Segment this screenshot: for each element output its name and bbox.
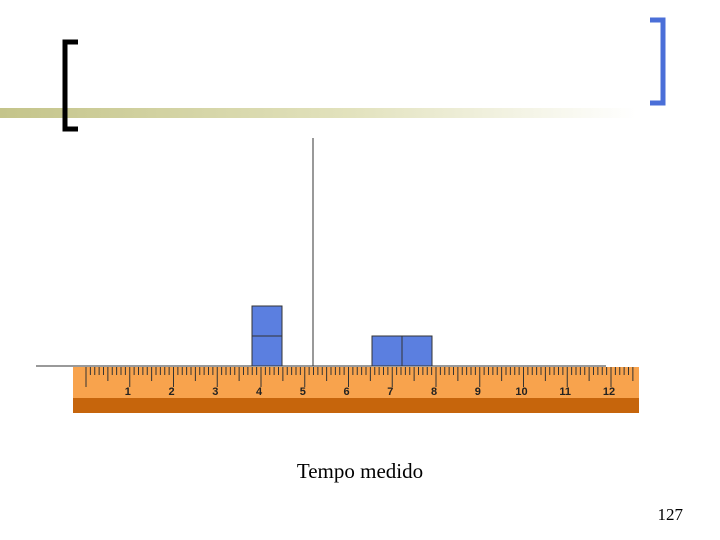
- ruler-label: 5: [300, 386, 306, 398]
- right-bracket: [650, 17, 666, 106]
- caption: Tempo medido: [297, 459, 423, 483]
- ruler-ticks: 1 2 3 4 5 6 7 8 9 10 11 12: [85, 367, 634, 398]
- ruler-label: 11: [559, 386, 571, 398]
- ruler-label: 1: [125, 386, 131, 398]
- ruler-label: 3: [212, 386, 218, 398]
- block: [251, 305, 283, 337]
- ruler-label: 7: [387, 386, 393, 398]
- left-bracket: [62, 39, 78, 132]
- ruler-label: 2: [168, 386, 174, 398]
- ruler-label: 10: [515, 386, 527, 398]
- ruler-label: 4: [256, 386, 263, 398]
- page-number: 127: [658, 505, 684, 524]
- title-bar: [0, 108, 636, 118]
- ruler-band: [73, 398, 639, 413]
- ruler-label: 8: [431, 386, 437, 398]
- blocks: [251, 305, 433, 367]
- block: [401, 335, 433, 367]
- ruler-label: 12: [603, 386, 615, 398]
- ruler-body: [73, 367, 639, 399]
- ruler-label: 9: [475, 386, 481, 398]
- ruler-label: 6: [343, 386, 349, 398]
- block: [371, 335, 403, 367]
- block: [251, 335, 283, 367]
